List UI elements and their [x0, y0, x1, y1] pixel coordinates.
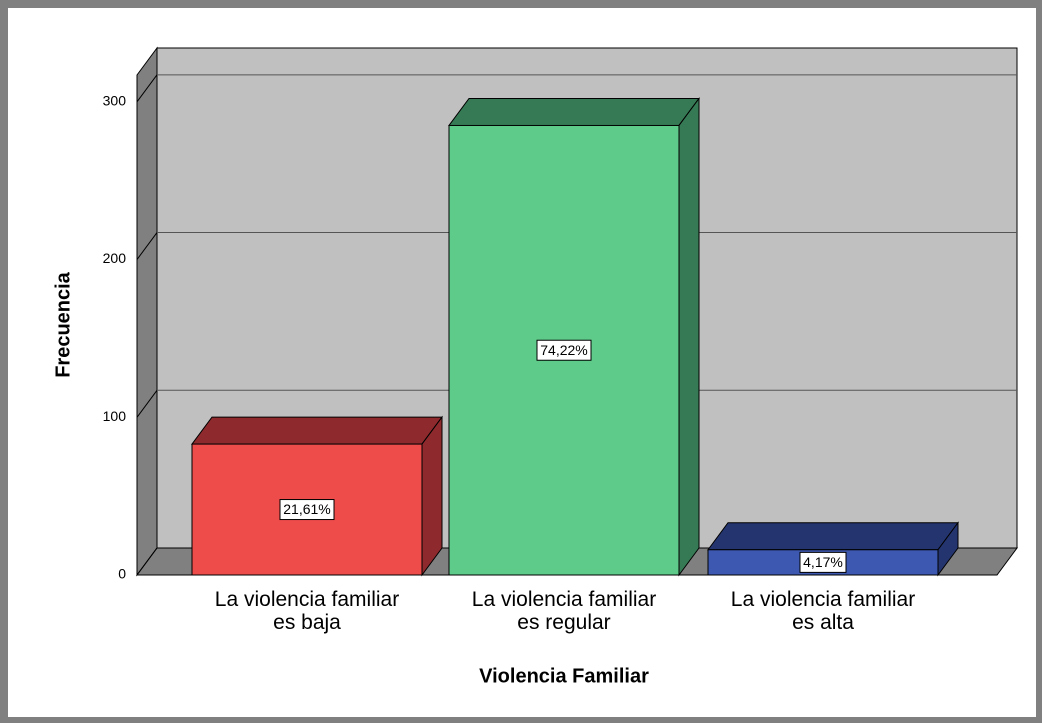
y-axis-title: Frecuencia	[52, 271, 74, 377]
tick-mark	[136, 547, 158, 576]
value-label: 74,22%	[540, 342, 587, 358]
tick-mark	[136, 389, 158, 418]
tick-mark	[136, 232, 158, 260]
value-label-box	[279, 499, 335, 521]
x-axis-title: Violencia Familiar	[479, 665, 649, 687]
bar-side	[421, 415, 443, 577]
x-tick-label: La violencia familiar es alta	[730, 588, 916, 634]
bar-side	[678, 96, 700, 577]
tick-mark	[136, 74, 158, 103]
value-label-box	[536, 339, 592, 361]
y-tick-label: 0	[118, 566, 126, 582]
value-label: 21,61%	[283, 501, 330, 517]
y-tick-label: 300	[103, 93, 127, 109]
left-wall	[136, 46, 158, 577]
x-tick-label: La violencia familiar es baja	[214, 588, 400, 634]
bar-top	[707, 522, 959, 551]
y-tick-label: 100	[103, 408, 127, 424]
value-label-box	[799, 551, 847, 573]
bar-top	[191, 416, 443, 445]
y-tick-label: 200	[103, 250, 127, 266]
value-label: 4,17%	[803, 554, 843, 570]
x-tick-label: La violencia familiar es regular	[471, 588, 657, 634]
bar-top	[448, 97, 700, 126]
